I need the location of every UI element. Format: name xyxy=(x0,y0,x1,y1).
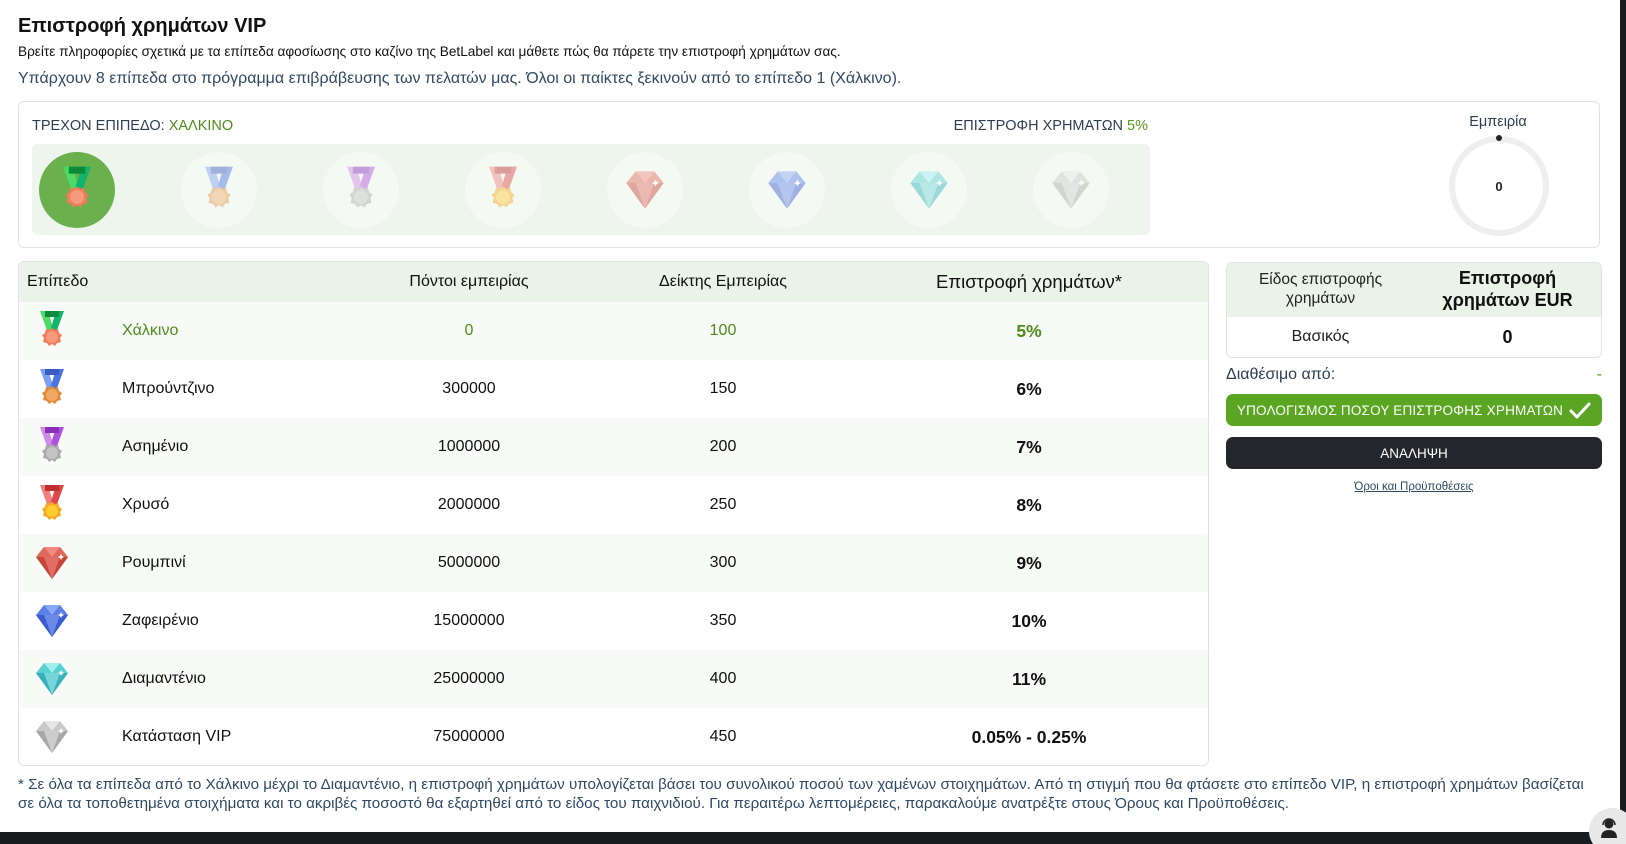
level-index: 200 xyxy=(709,438,737,455)
header-index: Δείκτης Εμπειρίας xyxy=(659,273,787,290)
available-from: Διαθέσιμο από: - xyxy=(1226,366,1602,386)
level-points: 0 xyxy=(464,322,474,339)
bronze-medal-icon xyxy=(39,152,115,228)
level-name: Μπρούντζινο xyxy=(122,380,215,397)
current-cashback: ΕΠΙΣΤΡΟΦΗ ΧΡΗΜΑΤΩΝ 5% xyxy=(954,118,1148,134)
level-cashback: 6% xyxy=(1016,379,1042,399)
level-name: Χρυσό xyxy=(122,496,170,513)
bronze-medal-icon xyxy=(27,307,77,355)
level-index: 450 xyxy=(709,728,737,745)
support-agent-icon xyxy=(1601,818,1617,838)
cashback-amount-value: 0 xyxy=(1502,326,1513,347)
table-row: Μπρούντζινο 300000 150 6% xyxy=(19,360,1208,418)
experience-label: Εμπειρία xyxy=(1469,114,1527,130)
levels-table: Επίπεδο Πόντοι εμπειρίας Δείκτης Εμπειρί… xyxy=(18,261,1209,766)
ruby-gem-icon xyxy=(607,152,683,228)
cashback-panel: Είδος επιστροφής χρημάτων Επιστροφή χρημ… xyxy=(1226,262,1602,493)
gold-medal-icon xyxy=(27,481,77,529)
cashback-summary-table: Είδος επιστροφής χρημάτων Επιστροφή χρημ… xyxy=(1226,262,1602,358)
level-cashback: 5% xyxy=(1016,321,1042,341)
footnote: * Σε όλα τα επίπεδα από το Χάλκινο μέχρι… xyxy=(18,776,1584,812)
cashback-type-header: Είδος επιστροφής χρημάτων xyxy=(1258,271,1383,307)
gold-medal-icon xyxy=(465,152,541,228)
calculate-cashback-button[interactable]: ΥΠΟΛΟΓΙΣΜΟΣ ΠΟΣΟΥ ΕΠΙΣΤΡΟΦΗΣ ΧΡΗΜΑΤΩΝ xyxy=(1226,394,1602,426)
level-points: 25000000 xyxy=(433,670,505,687)
terms-link[interactable]: Όροι και Προϋποθέσεις xyxy=(1354,481,1474,493)
vip-gem-icon xyxy=(1033,152,1109,228)
cashback-amount-header: Επιστροφή χρημάτων EUR xyxy=(1442,268,1573,310)
diamond-gem-icon xyxy=(27,655,77,703)
current-level-label: ΤΡΕΧΟΝ ΕΠΙΠΕΔΟ: xyxy=(32,118,165,134)
ruby-gem-icon xyxy=(27,539,77,587)
support-chat-button[interactable] xyxy=(1589,808,1626,844)
table-row: Χρυσό 2000000 250 8% xyxy=(19,476,1208,534)
current-level-value: ΧΑΛΚΙΝΟ xyxy=(168,118,234,134)
level-points: 75000000 xyxy=(433,728,505,745)
intro-text: Υπάρχουν 8 επίπεδα στο πρόγραμμα επιβράβ… xyxy=(18,70,902,87)
page-subtitle: Βρείτε πληροφορίες σχετικά με τα επίπεδα… xyxy=(18,44,841,59)
level-points: 5000000 xyxy=(437,554,501,571)
diamond-gem-icon xyxy=(891,152,967,228)
level-index: 350 xyxy=(709,612,737,629)
level-index: 150 xyxy=(709,380,737,397)
cashback-value: 5% xyxy=(1127,118,1148,134)
header-points: Πόντοι εμπειρίας xyxy=(409,273,529,290)
experience-value: 0 xyxy=(1495,178,1503,194)
table-row: Ρουμπινί 5000000 300 9% xyxy=(19,534,1208,592)
page-title: Επιστροφή χρημάτων VIP xyxy=(18,15,267,37)
sapphire-gem-icon xyxy=(749,152,825,228)
level-index: 100 xyxy=(709,322,737,339)
level-name: Ασημένιο xyxy=(122,438,189,455)
level-points: 2000000 xyxy=(437,496,501,513)
level-cashback: 7% xyxy=(1016,437,1042,457)
header-cashback: Επιστροφή χρημάτων* xyxy=(936,271,1122,292)
blue-medal-icon xyxy=(181,152,257,228)
level-index: 400 xyxy=(709,670,737,687)
table-row: Ασημένιο 1000000 200 7% xyxy=(19,418,1208,476)
bronze-blue-medal-icon xyxy=(27,365,77,413)
cashback-summary-header: Είδος επιστροφής χρημάτων Επιστροφή χρημ… xyxy=(1227,263,1601,317)
level-name: Κατάσταση VIP xyxy=(122,728,232,745)
vip-gem-icon xyxy=(27,713,77,761)
checkmark-icon xyxy=(1569,402,1591,419)
current-level: ΤΡΕΧΟΝ ΕΠΙΠΕΔΟ: ΧΑΛΚΙΝΟ xyxy=(32,118,233,134)
level-name: Ζαφειρένιο xyxy=(122,612,199,629)
level-index: 300 xyxy=(709,554,737,571)
level-points: 15000000 xyxy=(433,612,505,629)
claim-button[interactable]: ΑΝΑΛΗΨΗ xyxy=(1226,437,1602,469)
table-row: Διαμαντένιο 25000000 400 11% xyxy=(19,650,1208,708)
level-cashback: 0.05% - 0.25% xyxy=(971,727,1087,747)
available-from-value: - xyxy=(1596,366,1602,383)
sapphire-gem-icon xyxy=(27,597,77,645)
level-name: Διαμαντένιο xyxy=(122,670,206,687)
level-points: 1000000 xyxy=(437,438,501,455)
current-level-card: ΤΡΕΧΟΝ ΕΠΙΠΕΔΟ: ΧΑΛΚΙΝΟ ΕΠΙΣΤΡΟΦΗ ΧΡΗΜΑΤ… xyxy=(18,101,1600,248)
level-cashback: 9% xyxy=(1016,553,1042,573)
level-cashback: 10% xyxy=(1011,611,1047,631)
experience-meter: Εμπειρία 0 xyxy=(1449,114,1549,236)
table-row: Χάλκινο 0 100 5% xyxy=(19,302,1208,360)
level-cashback: 11% xyxy=(1011,669,1047,689)
header-level: Επίπεδο xyxy=(27,273,89,290)
cashback-type-value: Βασικός xyxy=(1291,328,1350,345)
cashback-label: ΕΠΙΣΤΡΟΦΗ ΧΡΗΜΑΤΩΝ xyxy=(953,118,1123,134)
cashback-summary-row: Βασικός 0 xyxy=(1227,317,1601,357)
table-row: Ζαφειρένιο 15000000 350 10% xyxy=(19,592,1208,650)
table-row: Κατάσταση VIP 75000000 450 0.05% - 0.25% xyxy=(19,708,1208,766)
level-index: 250 xyxy=(709,496,737,513)
silver-medal-icon xyxy=(27,423,77,471)
level-points: 300000 xyxy=(442,380,496,397)
level-badges-strip xyxy=(32,144,1150,235)
silver-medal-icon xyxy=(323,152,399,228)
level-cashback: 8% xyxy=(1016,495,1042,515)
progress-dot xyxy=(1496,135,1502,141)
table-header: Επίπεδο Πόντοι εμπειρίας Δείκτης Εμπειρί… xyxy=(19,262,1208,302)
level-name: Ρουμπινί xyxy=(122,554,186,571)
available-from-label: Διαθέσιμο από: xyxy=(1226,366,1336,383)
level-name: Χάλκινο xyxy=(122,322,179,339)
experience-ring: 0 xyxy=(1449,135,1549,236)
calculate-cashback-label: ΥΠΟΛΟΓΙΣΜΟΣ ΠΟΣΟΥ ΕΠΙΣΤΡΟΦΗΣ ΧΡΗΜΑΤΩΝ xyxy=(1236,402,1564,418)
